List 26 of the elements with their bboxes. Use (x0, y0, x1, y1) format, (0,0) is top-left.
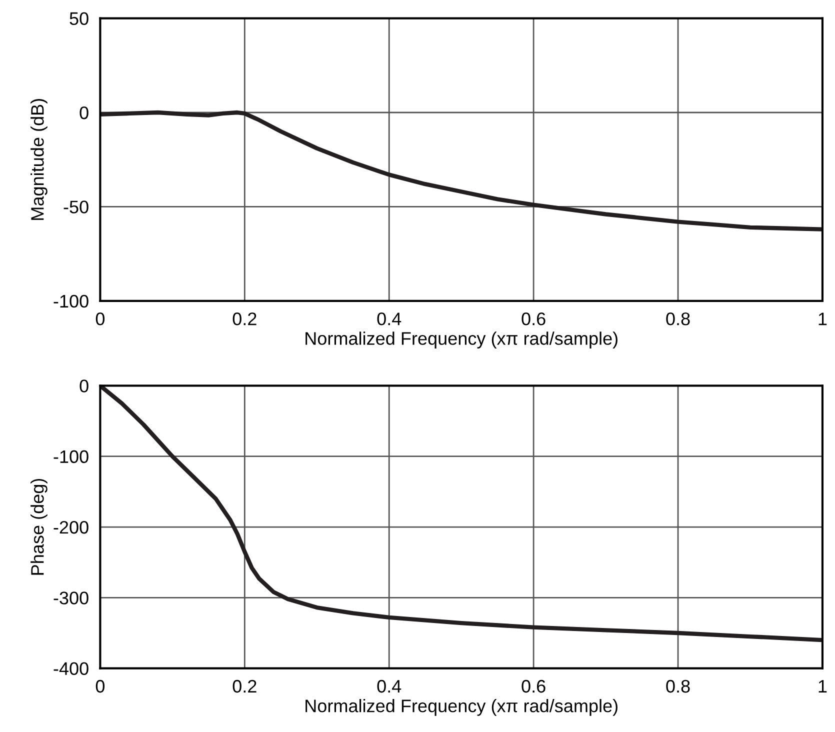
y-axis-title: Magnitude (dB) (30, 99, 48, 220)
y-tick-label: -100 (54, 294, 88, 308)
y-tick-label: -50 (64, 200, 88, 214)
x-tick-label: 1 (818, 680, 827, 693)
y-tick-label: 0 (80, 380, 88, 392)
x-tick-label: 1 (818, 312, 827, 326)
x-tick-label: 0.4 (377, 680, 402, 693)
y-tick-label: -100 (54, 450, 88, 464)
y-tick-label: 50 (70, 12, 88, 26)
x-axis-title: Normalized Frequency (xπ rad/sample) (306, 332, 618, 348)
x-tick-label: 0 (96, 312, 105, 326)
x-tick-label: 0.2 (232, 680, 256, 693)
x-tick-label: 0.2 (232, 312, 256, 326)
y-tick-label: 0 (80, 106, 88, 120)
x-axis-title: Normalized Frequency (xπ rad/sample) (306, 699, 618, 716)
y-tick-label: -400 (54, 662, 88, 676)
line-series (100, 110, 822, 232)
x-tick-label: 0.8 (666, 680, 690, 693)
y-tick-label: -300 (54, 592, 88, 604)
x-tick-label: 0.8 (666, 312, 690, 326)
y-axis-title: Phase (deg) (30, 478, 48, 575)
y-tick-label: -200 (54, 520, 88, 534)
x-tick-label: 0.4 (377, 312, 402, 326)
x-tick-label: 0.6 (522, 312, 546, 326)
x-tick-label: 0.6 (522, 680, 546, 693)
x-tick-label: 0 (96, 680, 105, 693)
